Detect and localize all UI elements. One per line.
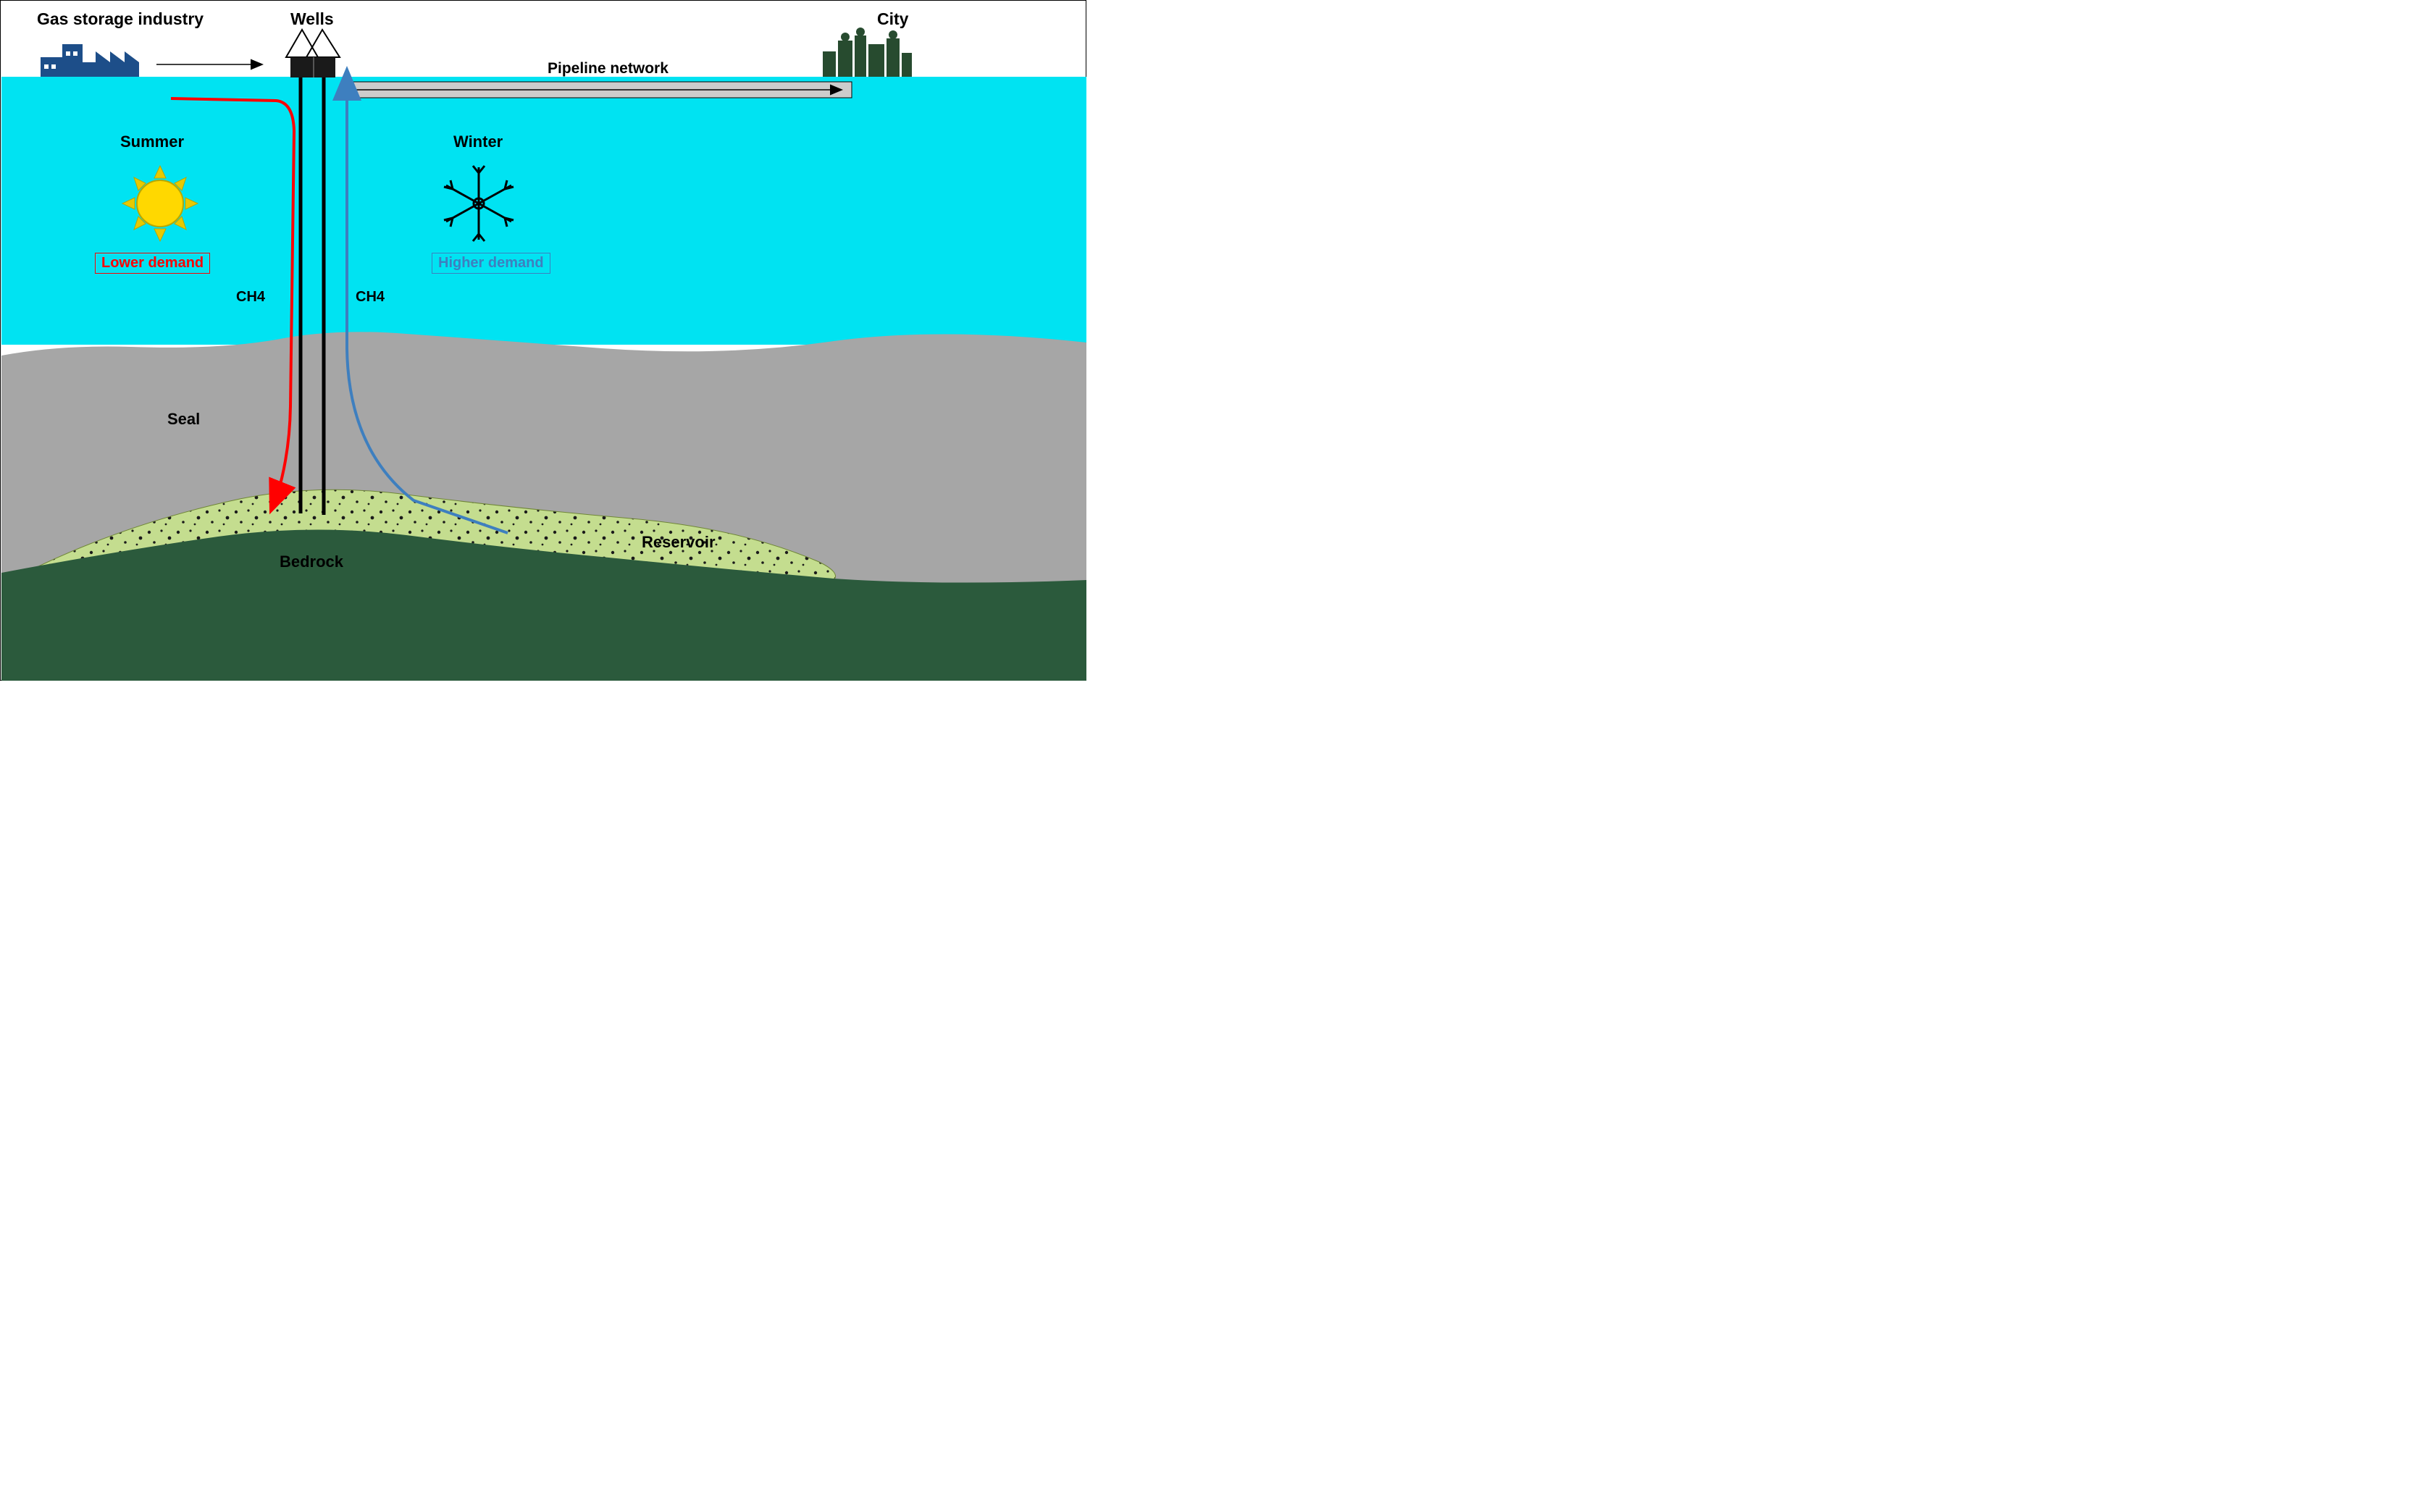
city-label: City bbox=[877, 9, 908, 29]
pipeline-label: Pipeline network bbox=[548, 60, 669, 77]
lower-demand-box: Lower demand bbox=[95, 253, 210, 274]
wellhead-icon bbox=[286, 30, 340, 77]
reservoir-label: Reservoir bbox=[642, 533, 716, 552]
summer-label: Summer bbox=[120, 133, 184, 151]
city-icon bbox=[823, 28, 912, 77]
gas-storage-label: Gas storage industry bbox=[37, 9, 204, 29]
wells-label: Wells bbox=[290, 9, 334, 29]
ch4-right-label: CH4 bbox=[356, 289, 385, 306]
winter-label: Winter bbox=[453, 133, 503, 151]
factory-icon bbox=[41, 44, 139, 77]
ch4-left-label: CH4 bbox=[236, 289, 265, 306]
higher-demand-box: Higher demand bbox=[432, 253, 550, 274]
bedrock-label: Bedrock bbox=[280, 553, 343, 571]
pipeline bbox=[345, 82, 852, 98]
seal-label: Seal bbox=[167, 410, 200, 429]
diagram-canvas bbox=[1, 1, 1087, 681]
sun-icon bbox=[122, 166, 198, 241]
